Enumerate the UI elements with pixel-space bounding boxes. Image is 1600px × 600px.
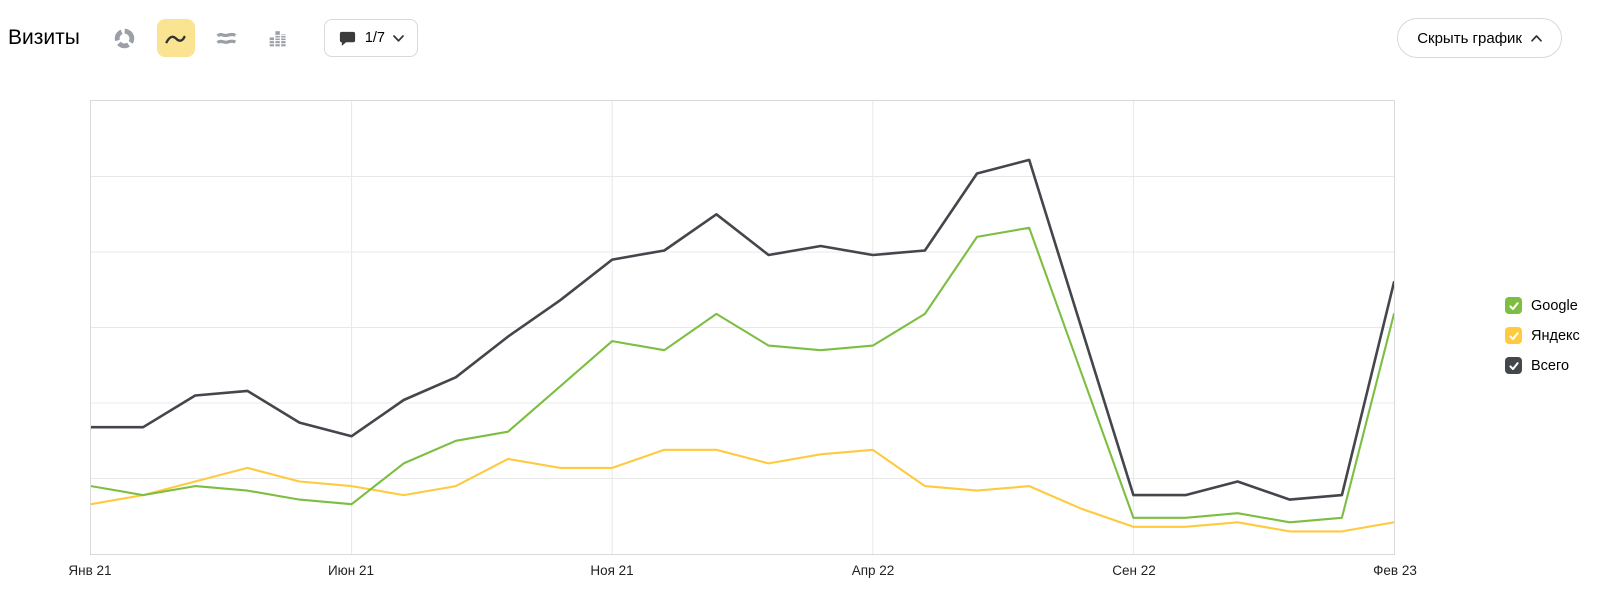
visits-line-chart <box>91 101 1394 554</box>
x-axis-label: Ноя 21 <box>590 563 634 578</box>
legend: Google Яндекс Всего <box>1505 297 1580 387</box>
line-chart-button[interactable] <box>156 19 195 57</box>
legend-checkbox-google[interactable] <box>1505 297 1522 314</box>
x-axis-label: Сен 22 <box>1112 563 1156 578</box>
chevron-down-icon <box>393 34 404 42</box>
legend-checkbox-total[interactable] <box>1505 357 1522 374</box>
page-title: Визиты <box>8 26 80 49</box>
x-axis-label: Фев 23 <box>1373 563 1417 578</box>
pie-chart-button[interactable] <box>106 19 144 57</box>
x-axis-label: Апр 22 <box>851 563 895 578</box>
legend-label: Яндекс <box>1531 327 1580 344</box>
legend-label: Google <box>1531 297 1578 314</box>
check-icon <box>1508 361 1519 370</box>
chevron-up-icon <box>1531 34 1542 42</box>
bar-chart-icon <box>269 30 286 46</box>
area-chart-button[interactable] <box>208 19 246 57</box>
annotations-count: 1/7 <box>364 30 385 46</box>
legend-label: Всего <box>1531 357 1570 374</box>
legend-item-total[interactable]: Всего <box>1505 357 1580 374</box>
legend-item-yandex[interactable]: Яндекс <box>1505 327 1580 344</box>
x-axis-label: Янв 21 <box>68 563 112 578</box>
bar-chart-button[interactable] <box>259 19 297 57</box>
plot-area <box>90 100 1395 555</box>
check-icon <box>1508 301 1519 310</box>
legend-item-google[interactable]: Google <box>1505 297 1580 314</box>
hide-chart-label: Скрыть график <box>1417 29 1522 47</box>
line-chart-icon <box>165 35 186 43</box>
check-icon <box>1508 331 1519 340</box>
x-axis: Янв 21 Июн 21 Ноя 21 Апр 22 Сен 22 Фев 23 <box>68 563 1416 583</box>
toolbar: Визиты 1/7 Скрыть графи <box>8 18 1562 58</box>
annotations-dropdown[interactable]: 1/7 <box>323 19 418 57</box>
x-axis-label: Июн 21 <box>327 563 375 578</box>
legend-checkbox-yandex[interactable] <box>1505 327 1522 344</box>
hide-chart-button[interactable]: Скрыть график <box>1397 18 1562 58</box>
area-chart-icon <box>216 32 237 44</box>
speech-bubble-icon <box>339 31 355 46</box>
pie-chart-icon <box>115 28 135 48</box>
